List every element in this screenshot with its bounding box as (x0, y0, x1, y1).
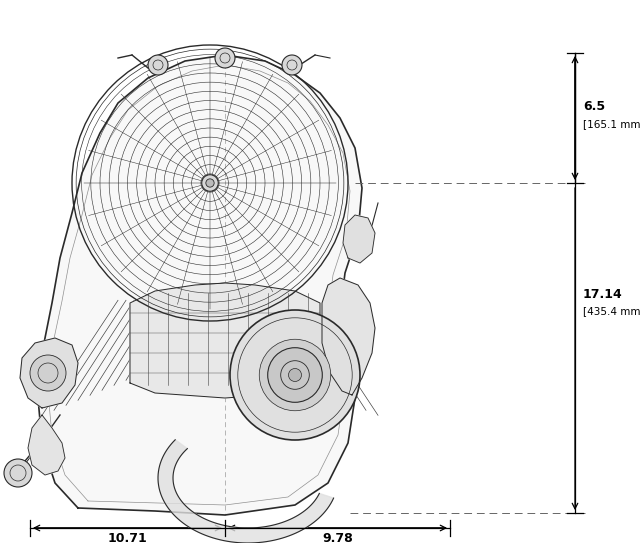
Circle shape (282, 55, 302, 75)
Circle shape (259, 339, 331, 411)
Circle shape (230, 310, 360, 440)
Circle shape (206, 179, 214, 187)
Text: 6.5: 6.5 (583, 99, 605, 112)
Text: 10.71: 10.71 (108, 532, 147, 543)
Circle shape (268, 348, 323, 402)
Text: [165.1 mm]: [165.1 mm] (583, 119, 640, 129)
Polygon shape (28, 415, 65, 475)
Circle shape (289, 369, 301, 382)
Circle shape (215, 48, 235, 68)
Polygon shape (20, 338, 78, 408)
Polygon shape (130, 283, 320, 398)
Circle shape (30, 355, 66, 391)
Polygon shape (38, 55, 362, 515)
Text: [435.4 mm]: [435.4 mm] (583, 306, 640, 316)
Circle shape (4, 459, 32, 487)
Text: 17.14: 17.14 (583, 288, 623, 301)
Polygon shape (322, 278, 375, 395)
Polygon shape (343, 215, 375, 263)
Text: 9.78: 9.78 (322, 532, 353, 543)
Circle shape (202, 175, 218, 191)
Polygon shape (158, 440, 333, 543)
Circle shape (148, 55, 168, 75)
